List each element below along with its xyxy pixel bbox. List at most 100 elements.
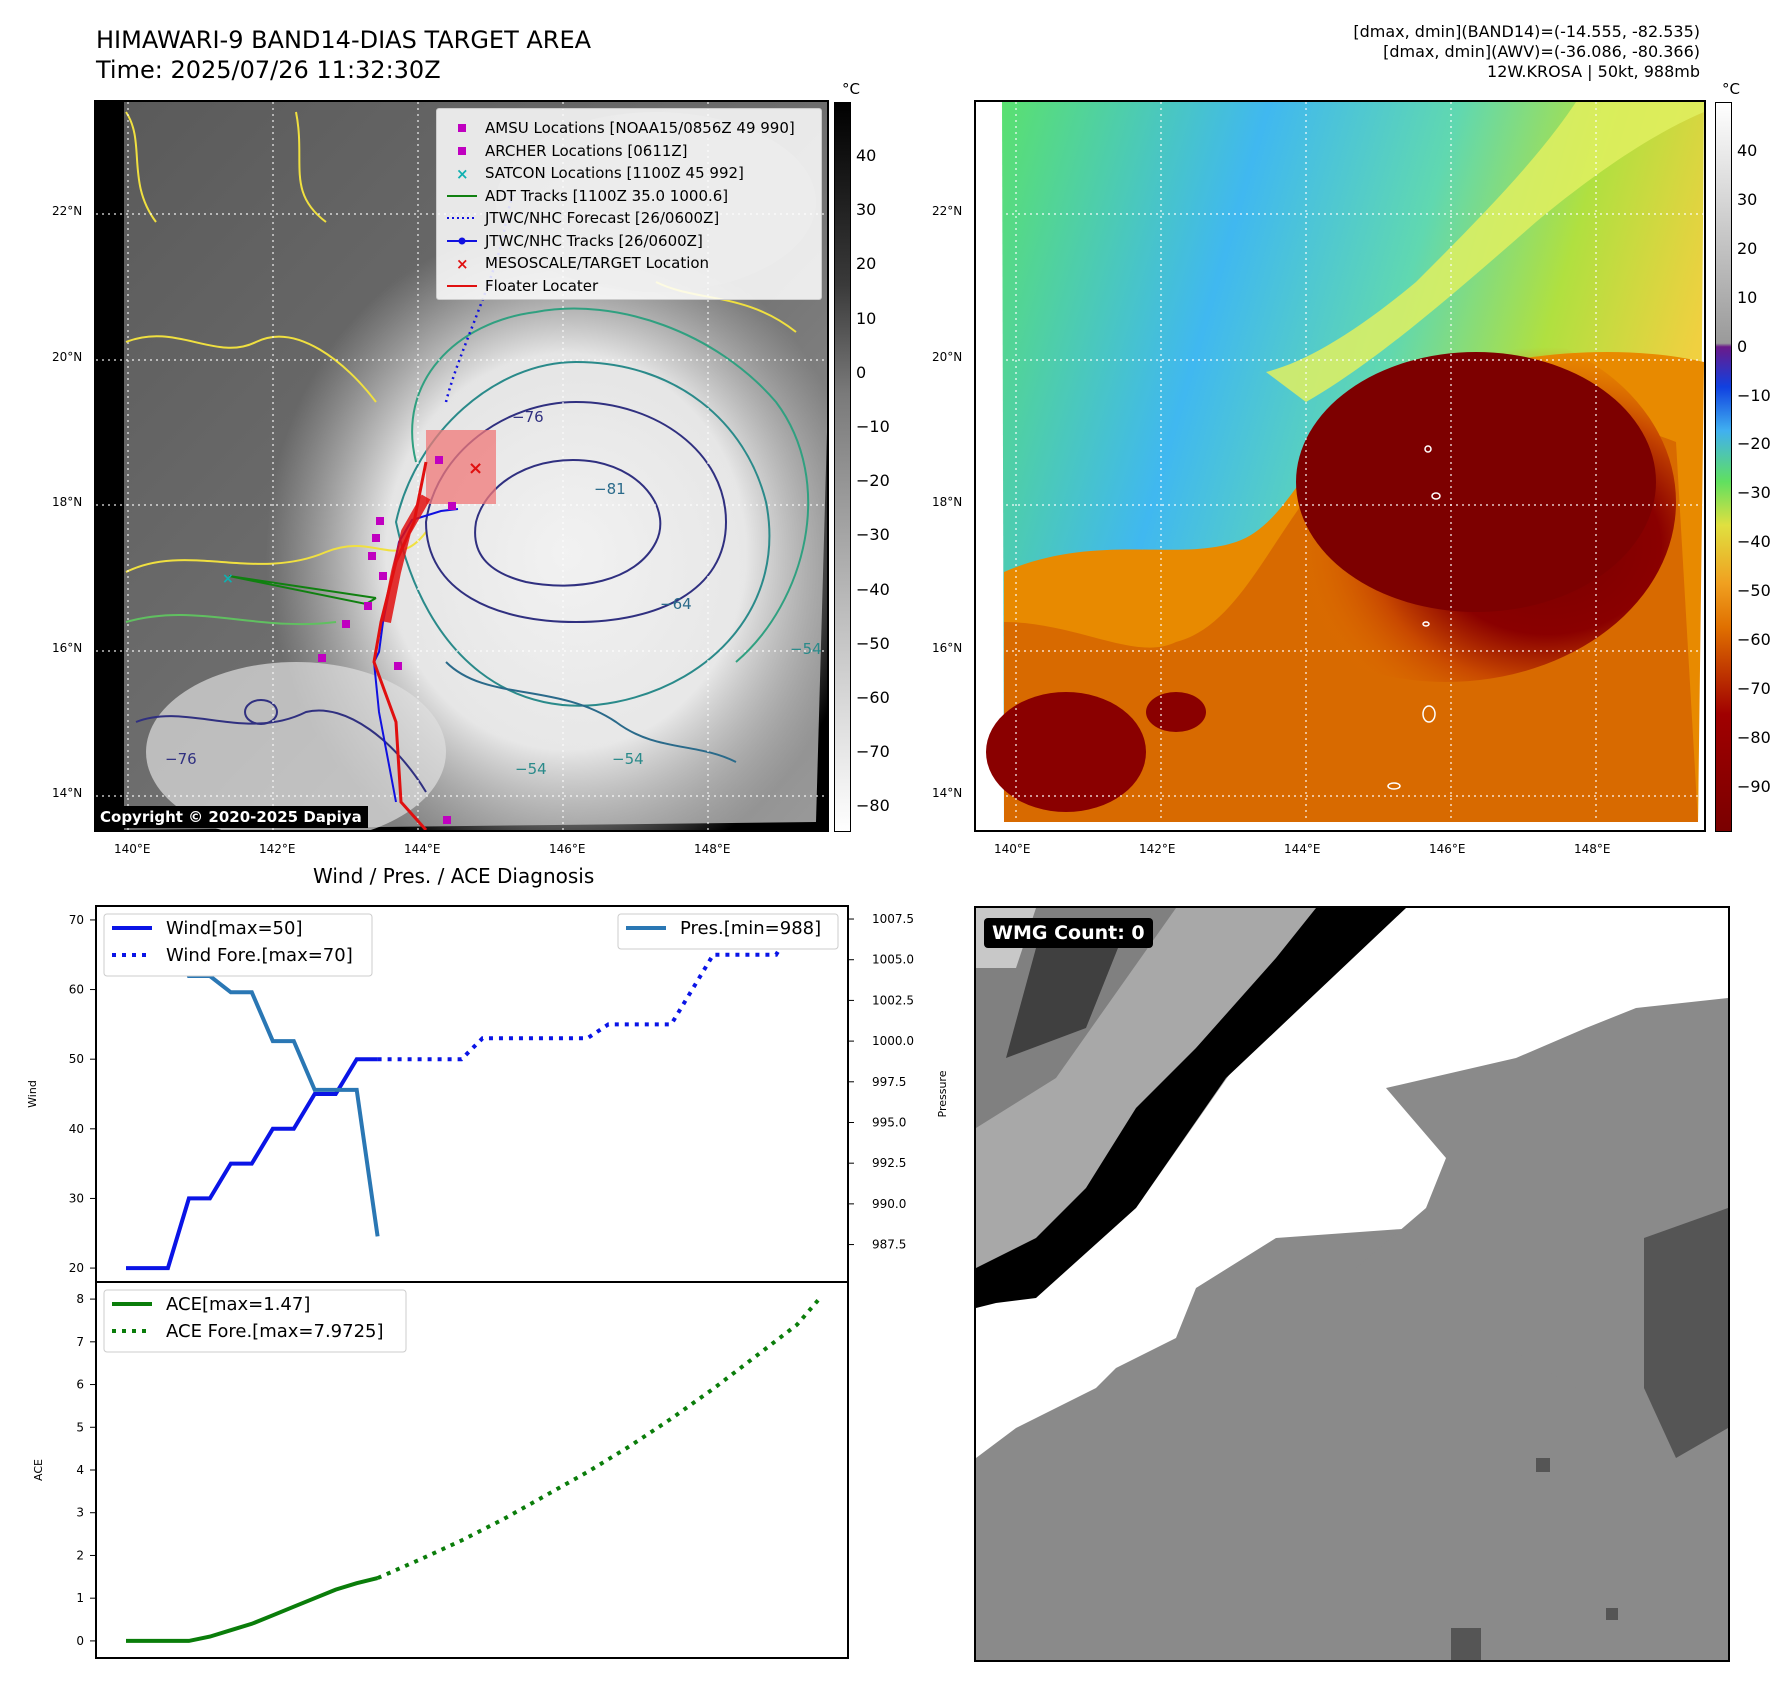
colorbar-tick: 40 bbox=[1737, 141, 1758, 160]
colorbar-tick: 20 bbox=[856, 254, 877, 274]
wind-axis-label: Wind bbox=[26, 1080, 39, 1108]
colorbar-gray bbox=[834, 102, 851, 832]
wmg-count-badge: WMG Count: 0 bbox=[984, 918, 1153, 948]
lon-tick: 142°E bbox=[259, 842, 296, 856]
series-line bbox=[376, 1298, 820, 1580]
legend-marker-icon: × bbox=[447, 255, 477, 273]
colorbar-tick: −30 bbox=[1737, 483, 1771, 503]
lat-tick: 16°N bbox=[932, 641, 963, 655]
lon-tick: 142°E bbox=[1139, 842, 1176, 856]
legend-label: AMSU Locations [NOAA15/0856Z 49 990] bbox=[485, 119, 795, 137]
legend-label: Wind[max=50] bbox=[166, 918, 303, 939]
legend-label: ACE Fore.[max=7.9725] bbox=[166, 1321, 384, 1342]
lat-tick: 18°N bbox=[932, 495, 963, 509]
pressure-tick-label: 1005.0 bbox=[872, 953, 914, 967]
contour-label: −81 bbox=[594, 480, 626, 498]
legend-row: AMSU Locations [NOAA15/0856Z 49 990] bbox=[437, 117, 817, 139]
contour-label: −76 bbox=[512, 408, 544, 426]
colorbar-tick: −60 bbox=[1737, 630, 1771, 649]
lon-tick: 144°E bbox=[1284, 842, 1321, 856]
colorbar-tick: 10 bbox=[856, 308, 877, 328]
colorbar-color-unit: °C bbox=[1722, 80, 1740, 98]
pressure-tick-label: 992.5 bbox=[872, 1156, 906, 1170]
lat-tick: 14°N bbox=[52, 786, 83, 800]
wmg-grid bbox=[976, 908, 1728, 1660]
figure-time: Time: 2025/07/26 11:32:30Z bbox=[96, 56, 441, 84]
series-line bbox=[377, 917, 818, 1062]
pressure-legend bbox=[617, 913, 839, 950]
stats-awv: [dmax, dmin](AWV)=(-36.086, -80.366) bbox=[1383, 42, 1700, 61]
copyright-label: Copyright © 2020-2025 Dapiya bbox=[94, 806, 368, 828]
colorbar-tick: 0 bbox=[1737, 336, 1748, 356]
colorbar-tick: −40 bbox=[856, 579, 890, 599]
ace-tick-label: 4 bbox=[76, 1463, 84, 1477]
colorbar-tick: −10 bbox=[856, 417, 890, 436]
diagnosis-title: Wind / Pres. / ACE Diagnosis bbox=[313, 864, 595, 888]
wmg-panel bbox=[974, 906, 1730, 1662]
colorbar-tick: −10 bbox=[1737, 385, 1771, 405]
svg-text:×: × bbox=[456, 255, 469, 271]
ace-tick-label: 6 bbox=[76, 1378, 84, 1392]
legend-marker-icon bbox=[447, 188, 477, 204]
lon-tick: 140°E bbox=[994, 842, 1031, 856]
legend-marker-icon bbox=[447, 120, 477, 136]
contour-label: −64 bbox=[660, 595, 692, 613]
legend-label: ACE[max=1.47] bbox=[166, 1294, 310, 1315]
series-line bbox=[126, 1576, 379, 1643]
wind-legend bbox=[103, 913, 373, 977]
colorbar-tick: 20 bbox=[1737, 238, 1758, 258]
contour-label: −54 bbox=[515, 760, 547, 778]
lat-tick: 14°N bbox=[932, 786, 963, 800]
legend-marker-icon bbox=[447, 278, 477, 294]
wind-tick-label: 50 bbox=[69, 1052, 84, 1066]
pressure-tick-label: 1002.5 bbox=[872, 993, 914, 1007]
ir-enhanced-map bbox=[974, 100, 1706, 832]
wind-tick-label: 60 bbox=[69, 983, 84, 997]
colorbar-color bbox=[1715, 102, 1732, 832]
lat-tick: 20°N bbox=[52, 350, 83, 364]
lat-tick: 22°N bbox=[932, 204, 963, 218]
legend-row: × SATCON Locations [1100Z 45 992] bbox=[437, 162, 817, 184]
ace-legend bbox=[103, 1289, 407, 1353]
colorbar-tick: 40 bbox=[856, 146, 877, 165]
series-line bbox=[126, 1057, 378, 1271]
svg-text:×: × bbox=[468, 458, 483, 479]
contour-label: −54 bbox=[790, 640, 822, 658]
colorbar-tick: 0 bbox=[856, 362, 867, 382]
ir-enhanced-imagery bbox=[976, 102, 1704, 830]
legend-row: Floater Locater bbox=[437, 275, 817, 297]
colorbar-tick: 30 bbox=[856, 200, 877, 220]
lat-tick: 18°N bbox=[52, 495, 83, 509]
legend-marker-icon: × bbox=[447, 165, 477, 183]
legend-label: ADT Tracks [1100Z 35.0 1000.6] bbox=[485, 186, 729, 205]
pressure-tick-label: 1000.0 bbox=[872, 1034, 914, 1048]
legend-label: JTWC/NHC Tracks [26/0600Z] bbox=[485, 231, 703, 250]
contour-label: −76 bbox=[165, 750, 197, 768]
map-legend: AMSU Locations [NOAA15/0856Z 49 990] ARCH… bbox=[436, 108, 822, 300]
legend-label: Wind Fore.[max=70] bbox=[166, 945, 353, 966]
ace-axis-label: ACE bbox=[32, 1459, 45, 1481]
legend-row: ARCHER Locations [0611Z] bbox=[437, 140, 817, 162]
lon-tick: 146°E bbox=[549, 842, 586, 856]
ace-tick-label: 8 bbox=[76, 1292, 84, 1306]
legend-marker-icon bbox=[447, 210, 477, 226]
colorbar-tick: −50 bbox=[1737, 581, 1771, 601]
ace-tick-label: 0 bbox=[76, 1634, 84, 1648]
legend-row: ADT Tracks [1100Z 35.0 1000.6] bbox=[437, 185, 817, 207]
colorbar-tick: −60 bbox=[856, 688, 890, 707]
stats-band14: [dmax, dmin](BAND14)=(-14.555, -82.535) bbox=[1353, 22, 1700, 41]
ace-tick-label: 7 bbox=[76, 1335, 84, 1349]
lat-tick: 20°N bbox=[932, 350, 963, 364]
colorbar-gray-unit: °C bbox=[842, 80, 860, 98]
ace-tick-label: 2 bbox=[76, 1548, 84, 1562]
lat-tick: 16°N bbox=[52, 641, 83, 655]
wind-tick-label: 20 bbox=[69, 1261, 84, 1275]
wind-tick-label: 70 bbox=[69, 913, 84, 927]
lon-tick: 144°E bbox=[404, 842, 441, 856]
figure-title: HIMAWARI-9 BAND14-DIAS TARGET AREA bbox=[96, 26, 592, 54]
pressure-tick-label: 997.5 bbox=[872, 1075, 906, 1089]
colorbar-tick: −70 bbox=[1737, 678, 1771, 698]
contour-label: −54 bbox=[612, 750, 644, 768]
